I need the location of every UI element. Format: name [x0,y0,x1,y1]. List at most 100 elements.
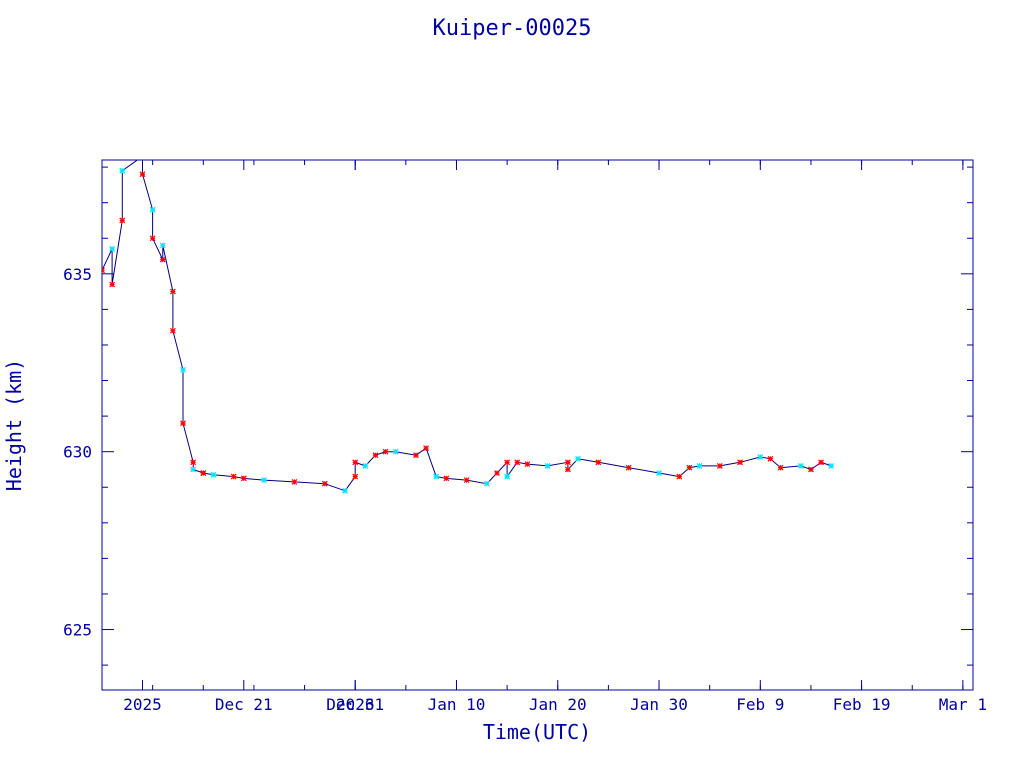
data-point [504,459,511,466]
series-line [102,160,832,492]
point-marker-stroke [372,452,379,459]
point-marker-stroke [149,235,156,242]
point-marker-stroke [230,473,237,480]
data-point [443,475,450,482]
point-marker-stroke [686,464,693,471]
data-point [140,154,145,159]
data-point [757,454,764,460]
data-point [352,459,359,466]
plot-data [102,154,835,494]
y-axis: 625 630 635 [63,166,973,666]
data-point [595,459,602,466]
point-marker-stroke [240,475,247,482]
y-tick-label: 625 [63,621,92,640]
point-marker-stroke [797,462,804,469]
point-marker-stroke [757,454,764,460]
data-point [139,171,146,178]
data-point [564,466,571,473]
data-point [200,470,207,476]
data-point [169,288,176,295]
point-marker-stroke [342,487,348,494]
point-marker-stroke [575,455,581,462]
point-marker-stroke [139,171,146,178]
data-point [656,470,662,476]
data-point [514,459,521,466]
point-marker-stroke [818,459,825,466]
y-tick-label: 635 [63,265,92,284]
data-point [109,281,116,288]
point-marker-stroke [767,455,774,462]
data-point [159,242,166,249]
data-point [372,452,379,459]
point-marker-stroke [382,448,389,455]
data-point [564,459,571,466]
point-marker-stroke [716,462,723,469]
point-marker-stroke [524,461,531,468]
data-point [716,462,723,469]
data-point [169,327,176,334]
point-marker-stroke [463,477,470,484]
data-point [230,473,237,480]
data-point [463,477,470,484]
data-point [777,464,784,471]
data-point [737,459,743,466]
point-marker-stroke [676,473,683,480]
data-point [808,466,814,473]
point-marker-stroke [514,459,521,466]
point-marker-stroke [777,464,784,471]
point-marker-stroke [595,459,602,466]
point-marker-stroke [180,420,186,427]
data-point [119,167,126,174]
x-tick-label: Jan 20 [529,695,587,714]
data-point [190,459,197,466]
data-point [676,473,683,480]
point-marker-stroke [443,475,450,482]
point-marker-stroke [483,480,490,487]
point-marker-stroke [321,480,328,487]
point-marker-stroke [102,267,105,272]
point-marker-stroke [494,470,500,476]
point-marker-stroke [737,459,743,466]
data-point [544,462,551,469]
data-point [392,448,399,455]
data-point [413,452,419,459]
data-point [352,473,359,480]
data-point [102,267,105,274]
point-marker-stroke [109,281,116,288]
y-tick-label: 630 [63,443,92,462]
data-point [433,473,440,480]
point-marker-stroke [544,462,551,469]
x-tick-label: 2025 [123,695,162,714]
data-point [180,420,186,427]
point-marker-stroke [109,246,116,252]
point-marker-stroke [696,462,703,469]
point-marker-stroke [190,466,197,473]
point-marker-stroke [169,327,176,334]
data-point [767,455,774,462]
point-marker-stroke [200,470,207,476]
data-point [119,217,126,224]
point-marker-stroke [808,466,814,473]
data-point [190,466,197,473]
data-point [149,235,156,242]
data-point [625,464,632,471]
data-point [342,487,348,494]
data-point [524,461,531,468]
point-marker-stroke [392,448,399,455]
data-point [504,473,511,480]
point-marker-stroke [149,206,156,213]
point-marker-stroke [210,471,217,478]
x-tick-label: Dec 31 [326,695,384,714]
data-point [423,445,430,452]
data-point [291,478,298,485]
point-marker-stroke [140,154,145,159]
point-marker-stroke [190,459,197,466]
point-marker-stroke [504,459,511,466]
x-tick-label: 2026 [336,695,375,714]
x-axis-label: Time(UTC) [482,720,592,744]
x-tick-label: Dec 21 [215,695,273,714]
data-point [575,455,581,462]
chart-title: Kuiper-00025 [432,16,592,41]
data-point [382,448,389,455]
